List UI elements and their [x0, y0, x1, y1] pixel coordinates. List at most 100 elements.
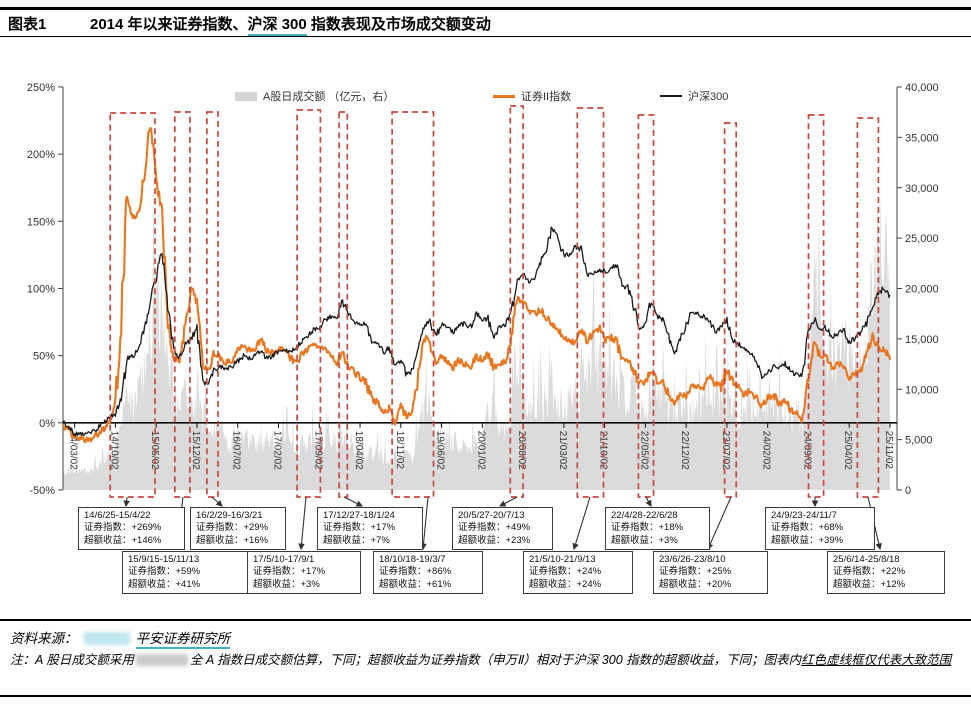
annotation-arrow: [645, 496, 652, 507]
annotation-date-range: 23/6/26-23/8/10: [659, 554, 726, 565]
x-tick-label: 21/10/02: [598, 431, 609, 470]
x-tick-label: 16/07/02: [231, 431, 242, 470]
figure-title-underlined: 沪深 300: [247, 16, 307, 36]
highlight-range-box: [338, 111, 349, 498]
annotation-arrow: [298, 496, 307, 551]
highlight-range-box: [807, 114, 825, 498]
hs300-legend-swatch: [660, 95, 682, 97]
annotation-box: 14/6/25-15/4/22 证券指数：+269% 超额收益：+146%: [78, 507, 185, 551]
left-tick-label: 200%: [27, 149, 55, 161]
hs300-line: [62, 226, 891, 437]
note-line: 注：A 股日成交额采用 全 A 指数日成交额估算，下同；超额收益为证券指数（申万Ⅱ…: [10, 651, 960, 670]
x-tick-label: 24/02/02: [761, 431, 772, 470]
redaction-blur: [83, 631, 130, 645]
annotation-arrow: [572, 496, 591, 551]
left-tick-label: 50%: [33, 351, 55, 363]
annotation-date-range: 21/5/10-21/9/13: [529, 554, 596, 565]
footer-top-rule: [0, 619, 971, 621]
annotation-date-range: 18/10/18-19/3/7: [379, 554, 446, 565]
annotation-index-gain: 证券指数：+59%: [128, 566, 201, 578]
highlight-range-box: [576, 107, 605, 498]
annotation-index-gain: 证券指数：+17%: [253, 566, 326, 578]
x-tick-label: 22/12/02: [679, 431, 690, 470]
highlight-range-box: [856, 117, 880, 498]
annotation-excess-gain: 超额收益：+16%: [196, 534, 269, 546]
highlight-range-box: [391, 111, 435, 498]
x-tick-label: 17/09/02: [312, 431, 323, 470]
annotation-excess-gain: 超额收益：+41%: [128, 578, 201, 590]
figure-title-pre: 2014 年以来证券指数、: [90, 16, 248, 33]
right-tick-label: 30,000: [905, 183, 939, 195]
annotation-excess-gain: 超额收益：+3%: [611, 534, 678, 546]
left-tick-label: 0%: [39, 418, 55, 430]
redaction-blur: [135, 653, 188, 666]
annotation-date-range: 16/2/29-16/3/21: [196, 510, 263, 521]
left-tick-label: 150%: [27, 216, 55, 228]
figure-title-post: 指数表现及市场成交额变动: [306, 16, 491, 33]
x-tick-label: 14/03/02: [68, 431, 79, 470]
note-part-2: 全 A 指数日成交额估算，下同；超额收益为证券指数（申万Ⅱ）相对于沪深 300 …: [189, 653, 802, 667]
x-tick-label: 14/10/02: [108, 431, 119, 470]
highlight-range-box: [637, 114, 655, 498]
annotation-excess-gain: 超额收益：+61%: [379, 578, 452, 590]
annotation-index-gain: 证券指数：+24%: [529, 566, 602, 578]
source-label: 资料来源：: [10, 631, 78, 646]
x-tick-label: 15/12/02: [190, 431, 201, 470]
legend-item-securities: 证券II指数: [493, 89, 571, 103]
annotation-box: 15/9/15-15/11/13 证券指数：+59% 超额收益：+41%: [122, 551, 248, 595]
figure-header: 图表1 2014 年以来证券指数、沪深 300 指数表现及市场成交额变动: [0, 11, 971, 36]
annotation-index-gain: 证券指数：+68%: [771, 522, 844, 534]
annotation-index-gain: 证券指数：+29%: [196, 522, 269, 534]
right-tick-label: 5,000: [905, 435, 933, 447]
x-tick-label: 24/09/02: [801, 431, 812, 470]
annotation-box: 21/5/10-21/9/13 证券指数：+24% 超额收益：+24%: [523, 551, 633, 595]
annotation-index-gain: 证券指数：+22%: [833, 566, 906, 578]
annotation-index-gain: 证券指数：+25%: [659, 566, 732, 578]
annotation-index-gain: 证券指数：+269%: [84, 522, 162, 534]
legend-label-hs300: 沪深300: [688, 91, 729, 103]
legend-item-volume: A股日成交额 （亿元，右）: [235, 89, 394, 103]
left-tick-label: 250%: [27, 82, 55, 94]
x-tick-label: 22/05/02: [638, 431, 649, 470]
annotation-box: 22/4/28-22/6/28 证券指数：+18% 超额收益：+3%: [605, 507, 710, 551]
highlight-range-box: [109, 112, 156, 498]
annotation-arrow: [123, 496, 130, 508]
right-tick-label: 35,000: [905, 132, 939, 144]
figure-tag: 图表1: [8, 16, 47, 33]
right-tick-label: 0: [905, 485, 911, 497]
note-part-1: 注：A 股日成交额采用: [10, 653, 134, 667]
annotation-date-range: 25/6/14-25/8/18: [833, 554, 900, 565]
chart-canvas: 250% 200% 150% 100% 50% 0% -50% 40,000 35,000 30,…: [27, 82, 939, 551]
legend-label-securities: 证券II指数: [521, 91, 572, 103]
annotation-excess-gain: 超额收益：+146%: [84, 534, 162, 546]
x-tick-label: 18/11/02: [394, 431, 405, 470]
annotation-date-range: 14/6/25-15/4/22: [84, 510, 151, 521]
chart-figure: 250% 200% 150% 100% 50% 0% -50% 40,000 35,000 30,…: [0, 60, 971, 616]
legend-item-hs300: 沪深300: [660, 89, 728, 103]
annotation-excess-gain: 超额收益：+3%: [253, 578, 320, 590]
volume-legend-swatch: [235, 91, 257, 101]
annotation-box: 18/10/18-19/3/7 证券指数：+86% 超额收益：+61%: [373, 551, 483, 595]
right-tick-label: 20,000: [905, 284, 939, 296]
annotation-arrow: [420, 496, 429, 551]
left-tick-label: -50%: [29, 485, 55, 497]
annotation-date-range: 17/12/27-18/1/24: [323, 510, 395, 521]
source-text: 平安证券研究所: [135, 631, 230, 649]
source-line: 资料来源： 平安证券研究所: [10, 627, 230, 649]
annotation-arrow: [211, 496, 223, 507]
annotation-excess-gain: 超额收益：+12%: [833, 578, 906, 590]
x-tick-label: 21/03/02: [557, 431, 568, 470]
annotation-date-range: 24/9/23-24/11/7: [771, 510, 837, 521]
annotation-index-gain: 证券指数：+17%: [323, 522, 396, 534]
annotation-excess-gain: 超额收益：+39%: [771, 534, 844, 546]
x-tick-label: 25/11/02: [883, 431, 894, 470]
securities-legend-swatch: [493, 94, 515, 98]
annotation-box: 23/6/26-23/8/10 证券指数：+25% 超额收益：+20%: [653, 551, 768, 595]
top-rule: [0, 7, 971, 10]
annotation-box: 25/6/14-25/8/18 证券指数：+22% 超额收益：+12%: [827, 551, 945, 595]
right-tick-label: 10,000: [905, 384, 939, 396]
annotation-box: 24/9/23-24/11/7 证券指数：+68% 超额收益：+39%: [765, 507, 875, 551]
right-tick-label: 40,000: [905, 82, 939, 94]
x-tick-label: 20/08/02: [516, 431, 527, 470]
x-tick-label: 25/04/02: [842, 431, 853, 470]
